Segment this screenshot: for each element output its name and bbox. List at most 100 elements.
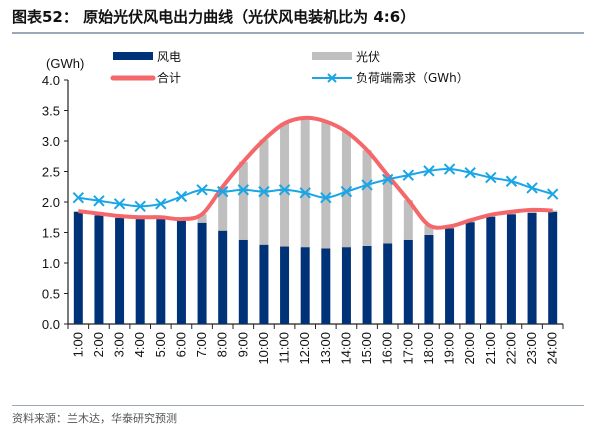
demand-marker	[505, 175, 518, 187]
x-tick-label: 11:00	[277, 332, 292, 364]
solar-bar	[403, 200, 413, 240]
y-tick-label: 3.0	[42, 134, 60, 149]
y-tick-label: 2.0	[42, 195, 60, 210]
demand-marker	[175, 190, 188, 203]
solar-bar	[424, 225, 434, 235]
y-tick-label: 0.0	[42, 317, 60, 332]
demand-marker	[258, 185, 270, 198]
solar-bar	[197, 214, 207, 223]
x-tick-label: 18:00	[421, 332, 436, 365]
x-tick-label: 3:00	[112, 332, 127, 357]
legend-solar-swatch	[312, 52, 352, 60]
wind-bar	[280, 246, 290, 324]
demand-marker	[381, 173, 394, 186]
demand-marker	[485, 171, 497, 184]
x-tick-label: 17:00	[400, 332, 415, 365]
wind-bar	[176, 220, 186, 324]
demand-marker	[340, 185, 353, 198]
y-tick-label: 2.5	[42, 165, 60, 180]
title-divider	[12, 32, 584, 34]
x-tick-label: 24:00	[545, 332, 560, 365]
demand-marker	[196, 184, 208, 196]
wind-bar	[362, 245, 372, 324]
legend-total-label: 合计	[157, 70, 181, 85]
wind-bar	[156, 219, 166, 324]
wind-bar	[135, 219, 145, 324]
y-unit-label: (GWh)	[46, 56, 84, 71]
wind-bar	[527, 212, 537, 324]
wind-bar	[73, 211, 83, 324]
solar-bar	[383, 175, 393, 244]
wind-bar	[341, 247, 351, 324]
x-tick-label: 10:00	[256, 332, 271, 365]
solar-bar	[238, 161, 248, 240]
x-tick-label: 16:00	[380, 332, 395, 365]
demand-marker	[402, 169, 415, 181]
wind-bar	[383, 243, 393, 324]
legend-wind-label: 风电	[157, 50, 181, 64]
y-tick-label: 1.5	[42, 226, 60, 241]
demand-marker	[299, 187, 311, 199]
demand-marker	[216, 185, 229, 198]
demand-marker	[526, 182, 538, 194]
legend-solar-label: 光伏	[356, 50, 380, 64]
wind-bar	[445, 228, 455, 324]
wind-bar	[94, 215, 104, 324]
demand-marker	[72, 192, 85, 204]
wind-bar	[465, 222, 475, 324]
solar-bar	[280, 123, 290, 247]
x-tick-label: 7:00	[194, 332, 209, 357]
source-divider	[12, 405, 584, 406]
x-tick-label: 12:00	[297, 332, 312, 365]
demand-marker	[443, 163, 456, 175]
figure-title: 图表52： 原始光伏风电出力曲线（光伏风电装机比为 4:6）	[12, 8, 416, 26]
demand-line	[78, 168, 553, 208]
x-tick-label: 19:00	[442, 332, 457, 365]
y-tick-label: 1.0	[42, 256, 60, 271]
x-tick-label: 6:00	[173, 332, 188, 357]
x-tick-label: 22:00	[503, 332, 518, 365]
x-tick-label: 9:00	[235, 332, 250, 357]
x-tick-label: 4:00	[132, 332, 147, 357]
solar-bar	[218, 186, 228, 231]
solar-bar	[548, 210, 558, 212]
solar-bar	[341, 131, 351, 248]
x-tick-label: 23:00	[524, 332, 539, 365]
solar-bar	[362, 150, 372, 246]
demand-marker	[113, 198, 126, 210]
solar-bar	[321, 121, 331, 249]
x-tick-label: 15:00	[359, 332, 374, 365]
y-tick-label: 0.5	[42, 287, 60, 302]
wind-bar	[197, 222, 207, 324]
x-tick-label: 8:00	[215, 332, 230, 357]
demand-marker	[134, 200, 146, 212]
y-tick-label: 4.0	[42, 73, 60, 88]
wind-bar	[259, 244, 269, 324]
wind-bar	[300, 247, 310, 324]
x-tick-label: 20:00	[462, 332, 477, 365]
y-tick-label: 3.5	[42, 104, 60, 119]
legend-demand-label: 负荷端需求（GWh）	[356, 71, 469, 85]
demand-marker	[93, 195, 105, 207]
demand-marker	[464, 167, 476, 179]
x-tick-label: 1:00	[70, 332, 85, 357]
wind-bar	[486, 216, 496, 324]
wind-bar	[424, 234, 434, 324]
x-tick-label: 21:00	[483, 332, 498, 365]
solar-bar	[300, 117, 310, 248]
x-tick-label: 2:00	[91, 332, 106, 357]
x-tick-label: 13:00	[318, 332, 333, 365]
demand-marker	[278, 184, 291, 196]
x-tick-label: 14:00	[338, 332, 353, 365]
wind-bar	[238, 239, 248, 324]
demand-marker	[155, 198, 167, 210]
total-line	[78, 115, 553, 230]
demand-marker	[546, 188, 559, 200]
wind-bar	[218, 230, 228, 324]
wind-bar	[321, 248, 331, 324]
demand-marker	[237, 184, 250, 196]
wind-bar	[115, 217, 125, 324]
demand-marker	[361, 179, 373, 191]
